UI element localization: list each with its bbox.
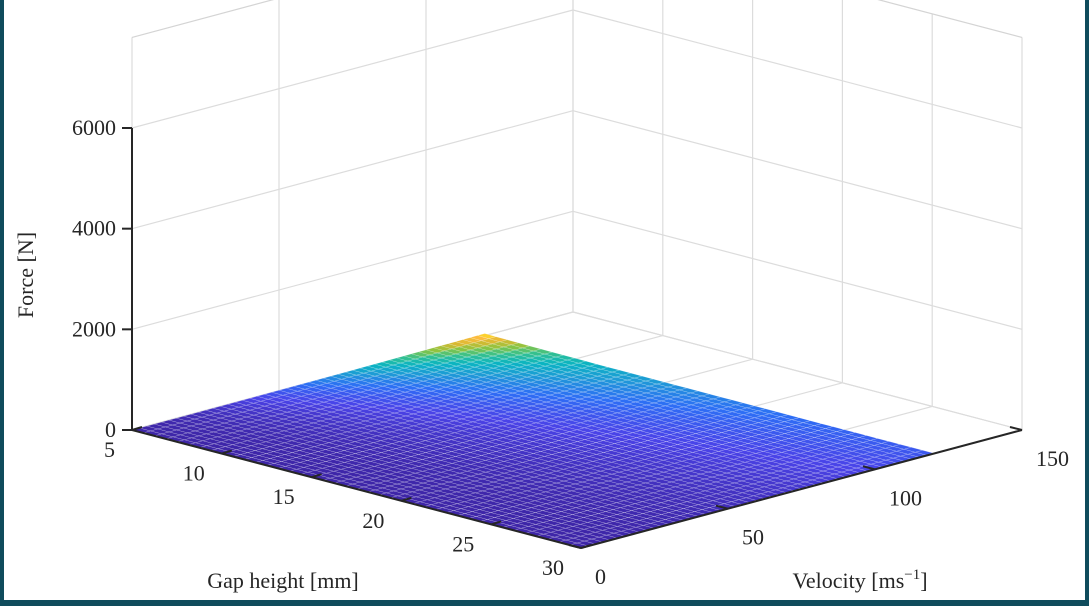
- z-tick-label: 2000: [72, 316, 116, 341]
- y-tick-label: 0: [595, 564, 606, 589]
- x-tick-label: 30: [542, 555, 564, 580]
- surface-layer: [131, 333, 935, 549]
- chart-frame: 0 2000 4000 6000 5 10 15 20 25 30 0 50 100 150 Force …: [4, 0, 1085, 600]
- x-tick-mark: [580, 544, 592, 549]
- y-axis-title: Velocity [ms−1]: [792, 567, 927, 593]
- y-tick-mark: [862, 465, 876, 471]
- box-edge-top-back: [131, 0, 275, 38]
- y-axis-title-text: Velocity [ms: [792, 568, 904, 593]
- x-tick-mark: [490, 520, 502, 526]
- x-tick-mark: [401, 496, 412, 502]
- x-tick-mark: [131, 426, 143, 431]
- y-tick-label: 150: [1036, 446, 1069, 471]
- gridline-sidewall-z: [572, 110, 1023, 230]
- y-axis-title-exponent: −1: [904, 567, 920, 583]
- gridline-floor-y: [572, 311, 1023, 431]
- x-tick-label: 25: [452, 531, 474, 556]
- x-axis-title: Gap height [mm]: [207, 568, 359, 593]
- axis-layer: 0 2000 4000 6000 5 10 15 20 25 30 0 50 100 150: [72, 115, 1069, 589]
- y-tick-mark: [715, 504, 729, 510]
- gridline-sidewall-z: [572, 210, 1023, 330]
- x-tick-label: 15: [273, 484, 295, 509]
- force-surface-plot: 0 2000 4000 6000 5 10 15 20 25 30 0 50 100 150 Force …: [13, 0, 1069, 593]
- z-tick-label: 6000: [72, 115, 116, 140]
- y-tick-label: 100: [889, 485, 922, 510]
- y-axis-line: [580, 429, 1023, 549]
- x-tick-label: 5: [104, 437, 115, 462]
- gridline-backwall-z: [131, 210, 574, 330]
- x-tick-label: 20: [362, 508, 384, 533]
- x-axis-line: [131, 429, 582, 549]
- gridline-backwall-z: [131, 9, 574, 129]
- gridline-sidewall-z: [572, 9, 1023, 129]
- y-axis-title-close: ]: [920, 568, 927, 593]
- box-edge-top-side: [877, 0, 1023, 38]
- gridline-backwall-z: [131, 110, 574, 230]
- x-tick-label: 10: [183, 461, 205, 486]
- y-tick-mark: [568, 544, 582, 549]
- x-tick-mark: [311, 473, 322, 479]
- z-axis-title: Force [N]: [13, 232, 38, 318]
- x-tick-mark: [221, 449, 233, 455]
- y-tick-label: 50: [742, 525, 764, 550]
- y-tick-mark: [1009, 426, 1023, 431]
- z-tick-label: 0: [105, 417, 116, 442]
- z-tick-label: 4000: [72, 216, 116, 241]
